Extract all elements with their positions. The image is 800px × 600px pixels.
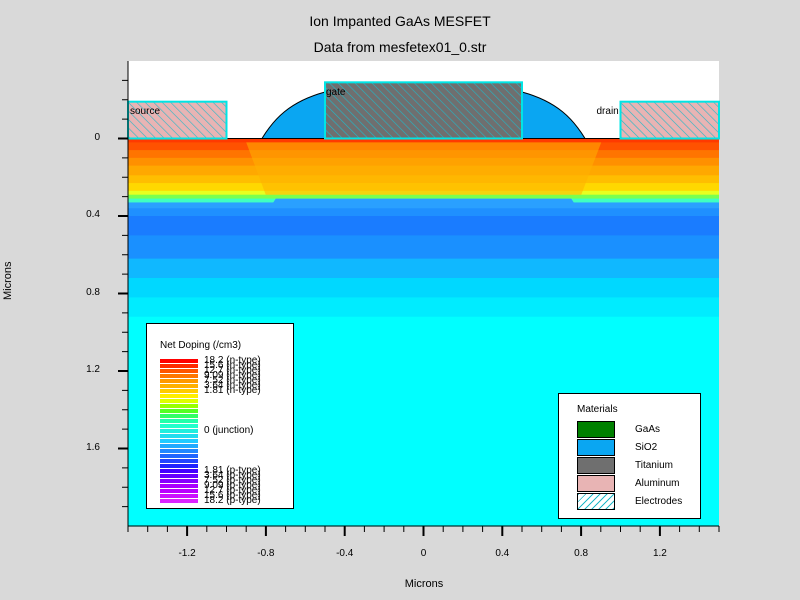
doping-band — [128, 235, 719, 260]
x-tick-label: -1.2 — [178, 548, 196, 559]
doping-swatch — [160, 499, 198, 503]
doping-legend-label: 18.2 (n-type) — [204, 355, 261, 366]
doping-swatch — [160, 359, 198, 363]
doping-swatch — [160, 404, 198, 408]
y-tick-label: 0.8 — [86, 286, 100, 298]
x-axis-label: Microns — [404, 578, 444, 590]
doping-legend-label: 0 (junction) — [204, 425, 254, 436]
chart-title: Ion Impanted GaAs MESFET — [309, 13, 491, 29]
material-label: Titanium — [635, 460, 673, 471]
doping-swatch — [160, 454, 198, 458]
chart-subtitle: Data from mesfetex01_0.str — [313, 39, 487, 55]
material-label: SiO2 — [635, 442, 658, 453]
doping-swatch — [160, 414, 198, 418]
doping-bulge-lower — [270, 198, 577, 207]
doping-legend-label: 7.52 (p-type) — [204, 475, 261, 486]
x-tick-label: 1.2 — [652, 548, 667, 559]
y-tick-label: 1.6 — [86, 441, 100, 453]
doping-swatch — [160, 489, 198, 493]
doping-band — [128, 216, 719, 236]
doping-legend-label: 7.52 (n-type) — [204, 375, 261, 386]
doping-legend-label: 9.09 (p-type) — [204, 480, 261, 491]
doping-legend-label: 12.7 (n-type) — [204, 365, 261, 376]
doping-swatch — [160, 389, 198, 393]
doping-swatch — [160, 449, 198, 453]
doping-band — [128, 258, 719, 279]
doping-swatch — [160, 439, 198, 443]
doping-legend-label: 1.81 (p-type) — [204, 465, 261, 476]
doping-legend-label: 15.6 (n-type) — [204, 360, 261, 371]
y-tick-label: 0 — [94, 131, 100, 143]
doping-legend-label: 9.09 (n-type) — [204, 370, 261, 381]
doping-swatch — [160, 419, 198, 423]
material-swatch-aluminum — [577, 475, 615, 492]
x-tick-label: 0.8 — [574, 548, 589, 559]
doping-bulge — [246, 142, 602, 195]
doping-legend-label: 3.64 (p-type) — [204, 470, 261, 481]
gate-label: gate — [326, 87, 346, 99]
doping-swatch — [160, 479, 198, 483]
gate-electrode — [324, 81, 523, 140]
doping-legend-label: 3.64 (n-type) — [204, 380, 261, 391]
material-swatch-sio2 — [577, 439, 615, 456]
doping-band — [128, 208, 719, 217]
material-label: Electrodes — [635, 496, 683, 507]
material-label: GaAs — [635, 424, 661, 435]
x-tick-label: -0.8 — [257, 548, 275, 559]
y-tick-label: 0.4 — [86, 209, 100, 220]
y-tick-label: 1.2 — [86, 364, 100, 375]
doping-swatch — [160, 464, 198, 468]
material-label: Aluminum — [635, 478, 680, 489]
doping-swatch — [160, 459, 198, 463]
doping-swatch — [160, 409, 198, 413]
doping-legend-label: 15.6 (p-type) — [204, 490, 261, 501]
drain-electrode — [619, 100, 720, 140]
doping-swatch — [160, 374, 198, 378]
doping-swatch — [160, 474, 198, 478]
material-swatch-electrodes — [577, 493, 615, 510]
doping-band — [128, 194, 719, 200]
doping-swatch — [160, 379, 198, 383]
doping-legend-title: Net Doping (/cm3) — [160, 340, 242, 351]
source-electrode — [127, 100, 228, 140]
doping-swatch — [160, 484, 198, 488]
doping-swatch — [160, 384, 198, 388]
doping-swatch — [160, 424, 198, 428]
materials-legend: Materials GaAs SiO2 Titanium Aluminum Electr… — [558, 393, 701, 519]
material-swatch-titanium — [577, 457, 615, 474]
doping-legend: Net Doping (/cm3) 18.2 (n-type) 15.6 (n-t… — [146, 323, 294, 509]
doping-band — [128, 297, 719, 318]
materials-legend-title: Materials — [577, 404, 618, 415]
x-tick-label: 0 — [420, 548, 427, 559]
doping-swatch — [160, 364, 198, 368]
doping-swatch — [160, 399, 198, 403]
x-tick-label: -0.4 — [336, 548, 354, 559]
doping-legend-label: 12.7 (p-type) — [204, 485, 261, 496]
x-tick-label: 0.4 — [495, 548, 510, 559]
doping-swatch — [160, 444, 198, 448]
doping-swatch — [160, 494, 198, 498]
material-swatch-gaas — [577, 421, 615, 438]
doping-swatch — [160, 469, 198, 473]
source-label: source — [130, 105, 161, 117]
doping-legend-label: 1.81 (n-type) — [204, 385, 261, 396]
drain-label: drain — [596, 105, 619, 117]
doping-band — [128, 138, 719, 143]
doping-swatch — [160, 429, 198, 433]
doping-swatch — [160, 369, 198, 373]
doping-swatch — [160, 434, 198, 438]
doping-legend-label: 18.2 (p-type) — [204, 495, 261, 506]
doping-band — [128, 278, 719, 298]
doping-swatch — [160, 394, 198, 398]
